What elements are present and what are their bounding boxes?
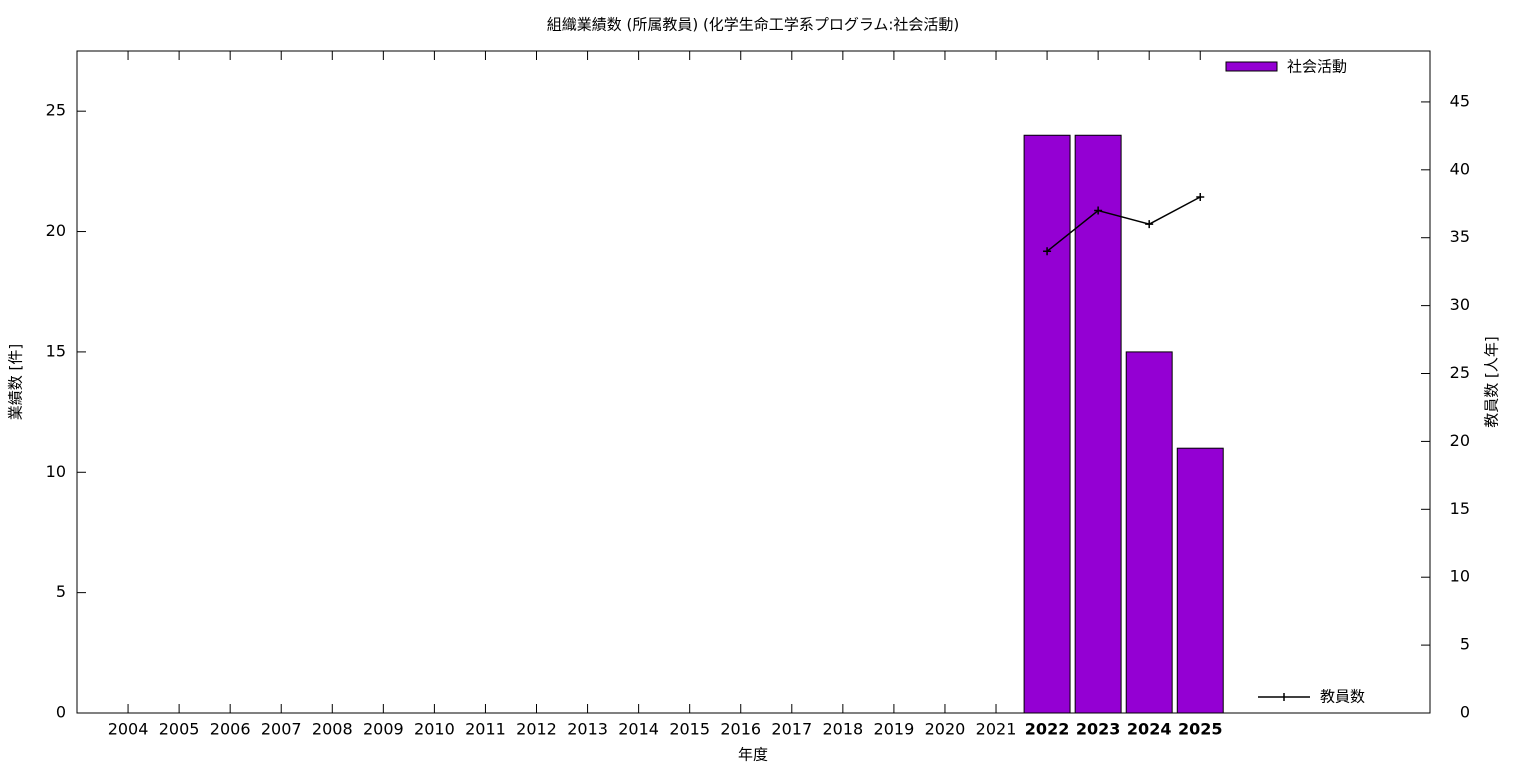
legend-swatch (1225, 61, 1278, 72)
y-tick-label: 25 (46, 101, 66, 120)
point (1043, 247, 1052, 256)
line (1046, 196, 1201, 252)
y-tick-label: 5 (56, 582, 66, 601)
legend-label: 教員数 (1320, 688, 1365, 706)
x-tick-label: 2010 (414, 720, 455, 739)
x-tick-label: 2014 (618, 720, 659, 739)
legend-swatch (1258, 693, 1310, 701)
y2-tick-label: 5 (1460, 635, 1470, 654)
y2-tick-label: 20 (1450, 431, 1470, 450)
y-tick-label: 20 (46, 221, 66, 240)
x-tick-label: 2022 (1025, 720, 1070, 739)
x-tick-label: 2007 (261, 720, 302, 739)
x-axis-label: 年度 (738, 746, 768, 764)
x-tick-label: 2024 (1127, 720, 1172, 739)
bar (1125, 351, 1173, 714)
x-tick-label: 2017 (771, 720, 812, 739)
y2-tick-label: 0 (1460, 703, 1470, 722)
x-tick-label: 2025 (1178, 720, 1223, 739)
y-tick-label: 15 (46, 341, 66, 360)
x-tick-label: 2011 (465, 720, 506, 739)
bar (1176, 447, 1224, 714)
x-tick-label: 2015 (669, 720, 710, 739)
y2-tick-label: 30 (1450, 295, 1470, 314)
legend-label: 社会活動 (1287, 58, 1347, 76)
y2-tick-label: 25 (1450, 363, 1470, 382)
point (1196, 192, 1205, 201)
x-tick-label: 2008 (312, 720, 353, 739)
y2-tick-label: 45 (1450, 91, 1470, 110)
x-tick-label: 2020 (925, 720, 966, 739)
y-tick-label: 0 (56, 703, 66, 722)
x-tick-label: 2006 (210, 720, 251, 739)
x-tick-label: 2018 (822, 720, 863, 739)
x-tick-label: 2004 (108, 720, 149, 739)
bar (1074, 134, 1122, 714)
x-tick-label: 2013 (567, 720, 608, 739)
y2-tick-label: 40 (1450, 159, 1470, 178)
point (1094, 206, 1103, 215)
chart-title: 組織業績数 (所属教員) (化学生命工学系プログラム:社会活動) (547, 16, 960, 34)
x-tick-label: 2005 (159, 720, 200, 739)
y2-tick-label: 10 (1450, 567, 1470, 586)
y-tick-label: 10 (46, 462, 66, 481)
y-axis-label: 業績数 [件] (7, 344, 25, 420)
x-tick-label: 2016 (720, 720, 761, 739)
point (1145, 220, 1154, 229)
x-tick-label: 2009 (363, 720, 404, 739)
bar (1023, 134, 1071, 714)
x-tick-label: 2021 (976, 720, 1017, 739)
y2-tick-label: 15 (1450, 499, 1470, 518)
plot-frame (76, 50, 1431, 714)
x-tick-label: 2012 (516, 720, 557, 739)
x-tick-label: 2023 (1076, 720, 1121, 739)
x-tick-label: 2019 (874, 720, 915, 739)
y2-axis-label: 教員数 [人年] (1483, 336, 1501, 427)
y2-tick-label: 35 (1450, 227, 1470, 246)
